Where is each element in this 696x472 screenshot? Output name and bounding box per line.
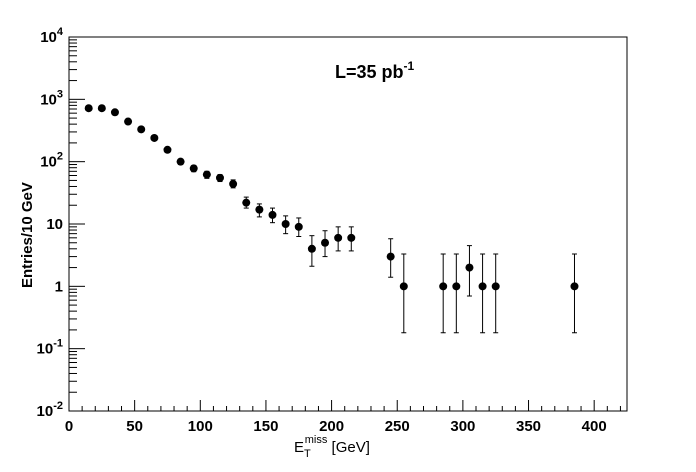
data-point [478,282,487,291]
data-point [491,282,500,291]
data-point [150,133,159,142]
y-tick-exponent: -1 [53,338,63,350]
x-tick-label: 250 [385,418,410,435]
x-axis-title-sub: T [304,448,311,460]
data-point [189,164,198,173]
annotation-exponent: -1 [404,59,415,73]
x-axis-title-main: E [294,439,304,456]
y-tick-base: 10 [40,91,57,108]
luminosity-annotation: L=35 pb-1 [335,59,415,82]
y-tick-label: 1 [55,278,63,295]
data-point [229,179,238,188]
data-point [307,244,316,253]
x-tick-labels: 0 50 100 150 200 250 300 350 400 [65,418,607,435]
data-point [281,220,290,228]
data-point [294,222,303,231]
data-point [202,170,211,179]
data-point [399,282,408,291]
data-point [110,108,119,117]
y-tick-base: 10 [40,29,57,46]
data-points [84,104,579,334]
plot-frame [68,36,628,412]
x-axis-title-unit: [GeV] [327,439,370,456]
data-point [124,117,133,126]
y-tick-base: 10 [37,341,54,358]
data-point [137,125,146,134]
data-point [347,233,356,242]
y-tick-exponent: -2 [53,400,63,412]
data-point [84,104,93,113]
data-point [334,233,343,242]
data-point [215,173,224,182]
y-tick-exponent: 2 [57,151,63,163]
y-tick-base: 1 [55,278,63,295]
data-point [97,104,106,113]
y-tick-base: 10 [37,403,54,420]
y-tick-label: 10-1 [37,338,63,358]
y-tick-exponent: 3 [57,88,63,100]
y-tick-label: 10 [46,216,63,233]
y-tick-exponent: 4 [57,26,64,38]
annotation-base: L=35 pb [335,62,404,82]
x-tick-label: 200 [319,418,344,435]
data-point [255,205,264,214]
axis-ticks [68,36,621,412]
x-axis-title-sup: miss [305,434,328,446]
data-point [321,238,330,247]
y-axis-title: Entries/10 GeV [19,182,36,288]
y-tick-label: 104 [40,26,64,46]
data-point [176,157,185,166]
y-tick-label: 10-2 [37,400,63,420]
y-tick-label: 103 [40,88,63,108]
x-tick-label: 350 [516,418,541,435]
data-point [268,210,277,219]
x-tick-label: 50 [126,418,143,435]
x-tick-label: 100 [188,418,213,435]
x-axis-title: ETmiss [GeV] [294,434,370,460]
data-point [386,252,395,261]
data-point [163,145,172,154]
y-tick-label: 102 [40,151,63,171]
data-point [439,282,448,291]
data-point [570,282,579,291]
data-point [452,282,461,291]
x-tick-label: 400 [582,418,607,435]
x-tick-label: 0 [65,418,73,435]
x-tick-label: 150 [253,418,278,435]
y-tick-base: 10 [46,216,63,233]
x-tick-label: 300 [450,418,475,435]
y-tick-base: 10 [40,154,57,171]
data-point [242,198,251,207]
data-point [465,263,474,272]
